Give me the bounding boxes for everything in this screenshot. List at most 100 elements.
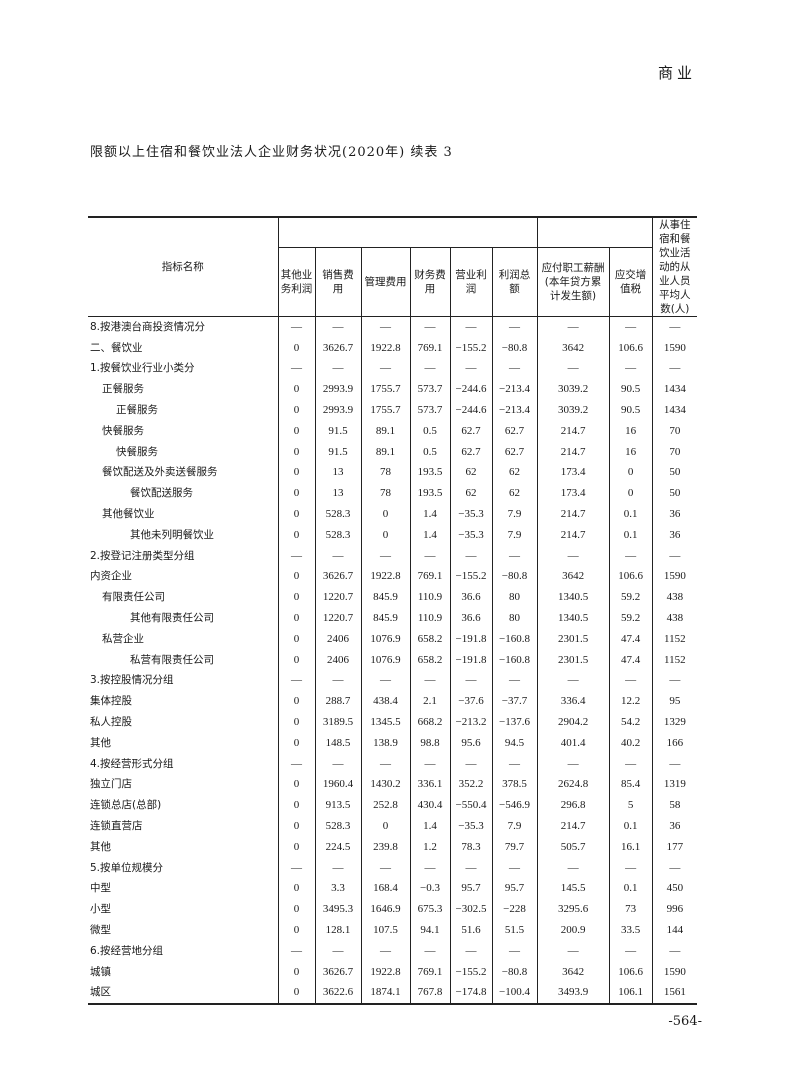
table-row: 私营企业 0 2406 1076.9 658.2 −191.8 −160.8 2301.5 47… <box>88 628 698 650</box>
row-label: 微型 <box>90 924 111 936</box>
table-cell: −35.3 <box>449 524 492 546</box>
table-cell: 70 <box>651 441 698 463</box>
row-label: 连锁总店(总部) <box>90 799 162 812</box>
section-header: 商业 <box>657 64 696 82</box>
table-row: 连锁总店(总部) 0 913.5 252.8 430.4 −550.4 −546.9 296.… <box>88 795 698 817</box>
table-cell: 675.3 <box>409 899 450 921</box>
table-cell: 336.4 <box>536 691 610 713</box>
table-cell: 0 <box>277 836 315 858</box>
row-label: 2.按登记注册类型分组 <box>90 549 195 562</box>
table-cell: — <box>360 358 410 380</box>
table-cell: — <box>277 358 315 380</box>
row-label: 小型 <box>90 903 111 916</box>
table-row: 2.按登记注册类型分组 — — — — — — — — — <box>88 545 698 567</box>
table-cell: 54.2 <box>608 712 653 733</box>
table-cell: 3626.7 <box>314 337 361 359</box>
table-cell: 0.1 <box>608 878 653 900</box>
table-row: 小型 0 3495.3 1646.9 675.3 −302.5 −228 3295.6 73 99… <box>88 899 698 921</box>
column-header: 销售费用 <box>314 247 361 317</box>
table-cell: 1960.4 <box>314 774 361 796</box>
table-cell: −244.6 <box>449 400 492 421</box>
table-cell: 214.7 <box>536 504 610 525</box>
table-cell: 89.1 <box>360 441 410 463</box>
table-cell: 1220.7 <box>314 608 361 629</box>
table-cell: 90.5 <box>608 379 653 401</box>
table-row: 有限责任公司 0 1220.7 845.9 110.9 36.6 80 1340.5 59.2 4… <box>88 587 698 609</box>
table-cell: 51.6 <box>449 920 492 941</box>
table-cell: 1340.5 <box>536 587 610 609</box>
table-cell: — <box>608 358 653 380</box>
table-cell: 3039.2 <box>536 379 610 401</box>
table-cell: 2301.5 <box>536 649 610 671</box>
table-cell: 2904.2 <box>536 712 610 733</box>
table-cell: 95.6 <box>449 732 492 754</box>
table-cell: 0 <box>277 483 315 505</box>
table-cell: 13 <box>314 462 361 484</box>
table-row: 独立门店 0 1960.4 1430.2 336.1 352.2 378.5 2624.8 85… <box>88 774 698 796</box>
table-cell: −174.8 <box>449 982 492 1005</box>
table-cell: 0 <box>277 649 315 671</box>
table-cell: 50 <box>651 483 698 505</box>
table-row: 正餐服务 0 2993.9 1755.7 573.7 −244.6 −213.4 3039.2… <box>88 400 698 421</box>
table-cell: 224.5 <box>314 836 361 858</box>
table-cell: −160.8 <box>491 628 538 650</box>
table-cell: — <box>536 358 610 380</box>
table-row: 餐饮配送服务 0 13 78 193.5 62 62 173.4 0 50 <box>88 483 698 505</box>
table-cell: 1220.7 <box>314 587 361 609</box>
table-cell: — <box>536 753 610 775</box>
table-cell: −37.6 <box>449 691 492 713</box>
table-cell: 7.9 <box>491 524 538 546</box>
table-cell: 0 <box>277 816 315 837</box>
table-cell: 239.8 <box>360 836 410 858</box>
table-cell: 59.2 <box>608 608 653 629</box>
table-cell: −80.8 <box>491 337 538 359</box>
table-cell: 91.5 <box>314 420 361 442</box>
table-cell: 1076.9 <box>360 628 410 650</box>
table-cell: 145.5 <box>536 878 610 900</box>
table-row: 其他 0 148.5 138.9 98.8 95.6 94.5 401.4 40.2 166 <box>88 732 698 754</box>
table-cell: 0 <box>277 587 315 609</box>
table-cell: 658.2 <box>409 649 450 671</box>
table-cell: 767.8 <box>409 982 450 1005</box>
table-cell: 1646.9 <box>360 899 410 921</box>
table-cell: 78 <box>360 483 410 505</box>
row-label: 其他 <box>90 840 111 853</box>
table-cell: 1755.7 <box>360 379 410 401</box>
table-cell: 13 <box>314 483 361 505</box>
table-cell: 1434 <box>651 400 698 421</box>
table-cell: 769.1 <box>409 337 450 359</box>
table-row: 3.按控股情况分组 — — — — — — — — — <box>88 670 698 692</box>
table-cell: 0.1 <box>608 524 653 546</box>
table-cell: 573.7 <box>409 400 450 421</box>
table-cell: 0.5 <box>409 420 450 442</box>
label-header: 指标名称 <box>161 261 204 273</box>
table-cell: 1.4 <box>409 816 450 837</box>
table-cell: 107.5 <box>360 920 410 941</box>
table-cell: 193.5 <box>409 483 450 505</box>
table-cell: — <box>277 545 315 567</box>
table-cell: — <box>651 670 698 692</box>
table-cell: 3189.5 <box>314 712 361 733</box>
table-cell: — <box>409 940 450 962</box>
table-cell: 1345.5 <box>360 712 410 733</box>
table-cell: 845.9 <box>360 608 410 629</box>
table-cell: 0 <box>277 691 315 713</box>
table-row: 二、餐饮业 0 3626.7 1922.8 769.1 −155.2 −80.8 3642 10… <box>88 337 698 359</box>
table-cell: 85.4 <box>608 774 653 796</box>
table-cell: 1922.8 <box>360 337 410 359</box>
table-cell: 94.1 <box>409 920 450 941</box>
table-cell: — <box>608 940 653 962</box>
table-cell: — <box>491 753 538 775</box>
table-cell: — <box>449 753 492 775</box>
table-cell: 401.4 <box>536 732 610 754</box>
table-cell: −80.8 <box>491 566 538 588</box>
table-cell: 47.4 <box>608 649 653 671</box>
table-cell: 95 <box>651 691 698 713</box>
table-cell: — <box>608 670 653 692</box>
table-row: 5.按单位规模分 — — — — — — — — — <box>88 857 698 879</box>
table-cell: 95.7 <box>449 878 492 900</box>
table-cell: 214.7 <box>536 420 610 442</box>
table-cell: 2.1 <box>409 691 450 713</box>
table-row: 城区 0 3622.6 1874.1 767.8 −174.8 −100.4 3493.9 10… <box>88 982 698 1005</box>
table-cell: −100.4 <box>491 982 538 1005</box>
